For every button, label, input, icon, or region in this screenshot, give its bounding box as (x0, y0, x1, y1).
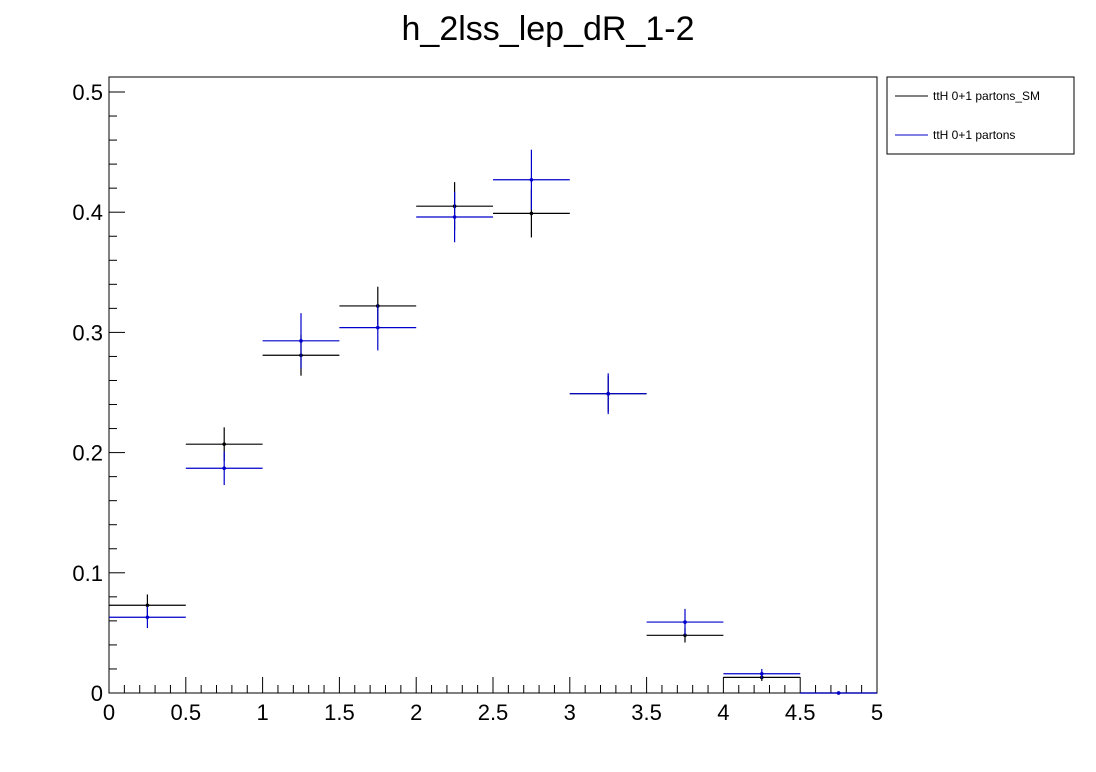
legend-label-0: ttH 0+1 partons_SM (933, 89, 1040, 103)
data-point (145, 603, 150, 608)
x-tick-label: 0 (103, 700, 115, 725)
series-1 (109, 149, 877, 695)
y-tick-label: 0.3 (72, 320, 103, 345)
x-tick-label: 3.5 (631, 700, 662, 725)
data-point (606, 391, 610, 396)
data-point (529, 211, 534, 216)
x-tick-label: 4.5 (785, 700, 816, 725)
data-point (222, 466, 226, 471)
data-point (683, 620, 687, 624)
y-tick-label: 0 (91, 681, 103, 706)
y-tick-label: 0.1 (72, 561, 103, 586)
x-tick-label: 3 (564, 700, 576, 725)
legend-label-1: ttH 0+1 partons (933, 128, 1015, 142)
data-series (109, 149, 877, 695)
data-point (222, 442, 226, 446)
data-point (299, 339, 303, 343)
legend-box (886, 76, 1075, 155)
data-point (760, 671, 764, 676)
data-point (376, 325, 380, 330)
x-tick-label: 1.5 (324, 700, 355, 725)
y-tick-label: 0.4 (72, 200, 103, 225)
y-tick-label: 0.2 (72, 441, 103, 466)
data-point (529, 177, 534, 182)
legend: ttH 0+1 partons_SM ttH 0+1 partons (886, 76, 1075, 155)
data-point (145, 615, 150, 620)
x-tick-label: 2 (410, 700, 422, 725)
chart-title: h_2lss_lep_dR_1-2 (402, 10, 695, 48)
y-tick-label: 0.5 (72, 80, 103, 105)
x-tick-label: 4 (717, 700, 729, 725)
data-point (836, 691, 841, 695)
x-tick-label: 2.5 (478, 700, 509, 725)
axes: 0 0.5 1 1.5 2 2.5 3 3.5 4 4.5 5 0 0.1 0.2 0.3 0.4 0.5 (72, 80, 883, 725)
x-tick-label: 0.5 (171, 700, 202, 725)
x-tick-label: 1 (256, 700, 268, 725)
data-point (452, 215, 457, 219)
x-tick-label: 5 (871, 700, 883, 725)
